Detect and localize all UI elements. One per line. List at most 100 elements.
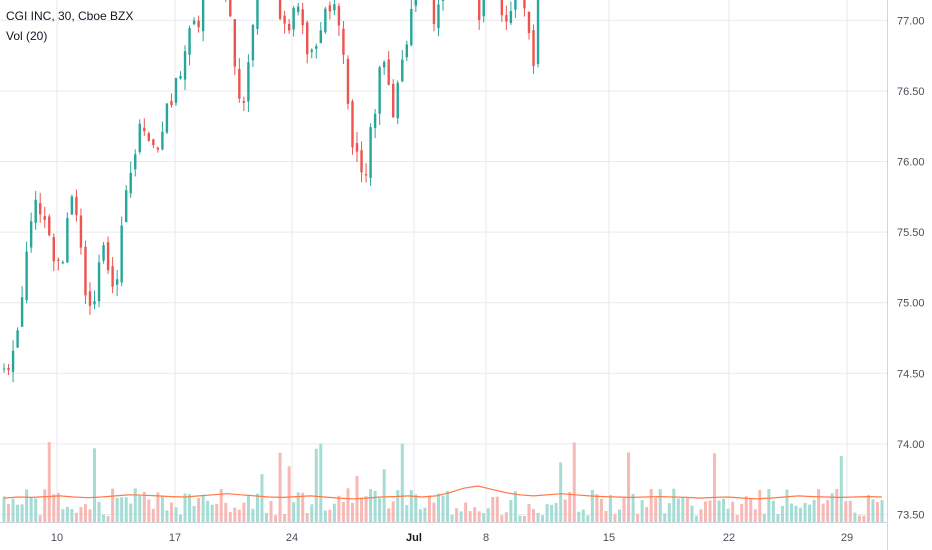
volume-bar <box>310 504 314 522</box>
volume-bar <box>753 509 757 522</box>
volume-bar <box>20 504 24 522</box>
candle-body <box>410 8 413 46</box>
candle-body <box>52 237 55 262</box>
candle-body <box>238 69 241 99</box>
volume-bar <box>875 502 879 522</box>
candle-body <box>201 0 205 32</box>
candle-body <box>373 113 377 129</box>
volume-bar <box>192 505 196 522</box>
volume-bar <box>16 504 20 522</box>
candle-body <box>233 19 237 67</box>
candle-body <box>229 0 232 17</box>
candle-body <box>355 143 359 152</box>
candle-body <box>156 147 160 150</box>
volume-bar <box>61 509 65 522</box>
candle-body <box>61 262 65 264</box>
volume-bar <box>83 504 87 522</box>
volume-bar <box>717 500 721 522</box>
candle-body <box>514 0 517 10</box>
volume-bar <box>835 488 839 522</box>
volume-bar <box>604 511 608 522</box>
candle-body <box>39 203 42 215</box>
volume-bar <box>269 501 273 522</box>
time-tick-label: 10 <box>51 532 63 544</box>
price-tick-label: 74.50 <box>897 368 925 380</box>
volume-bar <box>789 503 793 522</box>
candle-body <box>342 28 345 55</box>
candle-body <box>405 44 408 58</box>
volume-bar <box>427 495 431 522</box>
volume-bar <box>11 498 15 522</box>
volume-bar <box>599 498 603 522</box>
volume-bar <box>803 503 807 522</box>
volume-bar <box>468 511 472 522</box>
volume-bar <box>278 452 282 522</box>
price-axis[interactable]: 73.50 74.00 74.50 75.00 75.50 76.00 76.50 77.00… <box>897 0 925 522</box>
candle-body <box>16 330 19 348</box>
volume-bar <box>255 493 259 522</box>
volume-bar <box>473 507 477 522</box>
volume-bar <box>337 495 341 522</box>
volume-bar <box>436 493 440 522</box>
volume-bar <box>740 503 744 522</box>
volume-bar <box>47 442 51 522</box>
volume-bar <box>423 507 427 522</box>
volume-bar <box>373 490 377 522</box>
candle-body <box>251 24 255 61</box>
volume-bar <box>645 506 649 522</box>
candle-body <box>392 83 395 118</box>
candle-body <box>25 251 28 301</box>
volume-bar <box>581 509 585 522</box>
volume-bar <box>853 512 857 522</box>
volume-bar <box>744 496 748 522</box>
volume-bar <box>862 515 866 522</box>
volume-bar <box>690 505 694 522</box>
volume-bar <box>242 502 246 522</box>
volume-bar <box>441 495 445 522</box>
candle-body <box>188 28 191 55</box>
candle-body <box>292 7 295 30</box>
volume-bar <box>70 508 74 522</box>
candle-body <box>478 0 481 20</box>
candle-body <box>29 221 33 248</box>
volume-bar <box>830 493 834 522</box>
candle-body <box>7 367 10 371</box>
volume-bar <box>210 504 214 522</box>
volume-bar <box>550 504 554 522</box>
volume-bar <box>287 466 291 522</box>
volume-bar <box>301 492 305 522</box>
volume-bar <box>627 452 631 522</box>
candle-body <box>84 246 87 296</box>
volume-bar <box>640 500 644 522</box>
candle-body <box>75 196 78 216</box>
candle-body <box>333 4 336 11</box>
candle-body <box>523 0 526 9</box>
candle-body <box>161 131 164 150</box>
candle-body <box>328 5 332 12</box>
volume-bar <box>672 488 676 522</box>
volume-bars <box>2 442 884 522</box>
volume-bar <box>568 492 572 522</box>
volume-bar <box>767 489 771 522</box>
candle-body <box>310 49 313 52</box>
candle-body <box>20 297 24 327</box>
candle-body <box>387 59 390 85</box>
candle-body <box>351 101 354 148</box>
volume-bar <box>138 495 142 522</box>
volume-bar <box>65 506 69 522</box>
candle-body <box>179 75 182 79</box>
volume-bar <box>731 501 735 522</box>
time-axis[interactable]: 10 17 24 Jul 8 15 22 29 <box>51 532 853 544</box>
volume-bar <box>799 507 803 522</box>
candle-body <box>301 9 304 26</box>
volume-bar <box>174 507 178 522</box>
symbol-title[interactable]: CGI INC, 30, Cboe BZX <box>6 9 134 23</box>
volume-bar <box>305 513 309 522</box>
volume-ma-line <box>3 485 883 500</box>
candle-body <box>247 62 250 102</box>
volume-bar <box>509 500 513 522</box>
candle-body <box>532 30 535 67</box>
volume-indicator-label[interactable]: Vol (20) <box>6 29 48 43</box>
